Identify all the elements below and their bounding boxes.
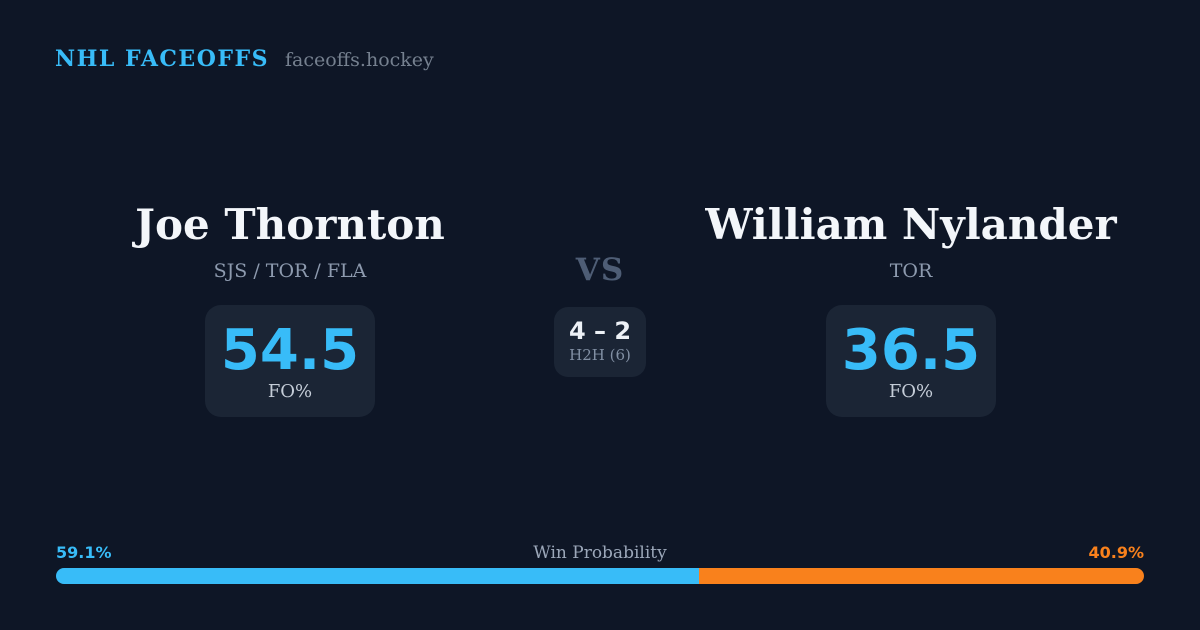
- win-probability-labels: 59.1% 40.9% Win Probability: [56, 542, 1144, 564]
- player-left-teams: SJS / TOR / FLA: [213, 260, 367, 282]
- h2h-label: H2H (6): [569, 346, 631, 364]
- win-probability-right-pct: 40.9%: [1088, 543, 1144, 562]
- brand-domain: faceoffs.hockey: [285, 49, 434, 71]
- win-probability-right-fill: [699, 568, 1144, 584]
- player-right-stat-label: FO%: [888, 381, 934, 402]
- vs-label: VS: [575, 252, 625, 288]
- player-right-stat-card: 36.5 FO%: [826, 305, 996, 417]
- player-left-stat-card: 54.5 FO%: [205, 305, 375, 417]
- player-right-block: William Nylander TOR 36.5 FO%: [701, 203, 1121, 417]
- player-right-teams: TOR: [889, 260, 933, 282]
- brand-title: NHL FACEOFFS: [55, 46, 269, 72]
- brand-header: NHL FACEOFFS faceoffs.hockey: [55, 46, 434, 72]
- h2h-card: 4 – 2 H2H (6): [554, 307, 646, 377]
- player-right-name: William Nylander: [705, 200, 1117, 249]
- player-left-stat-value: 54.5: [220, 318, 360, 383]
- win-probability-bar: [56, 568, 1144, 584]
- player-left-block: Joe Thornton SJS / TOR / FLA 54.5 FO%: [80, 203, 500, 417]
- h2h-score: 4 – 2: [568, 317, 632, 345]
- versus-block: VS 4 – 2 H2H (6): [500, 252, 700, 377]
- win-probability-left-pct: 59.1%: [56, 543, 112, 562]
- player-left-stat-label: FO%: [267, 381, 313, 402]
- win-probability-title: Win Probability: [533, 543, 667, 563]
- player-left-name: Joe Thornton: [135, 200, 445, 249]
- player-right-stat-value: 36.5: [841, 318, 981, 383]
- win-probability-left-fill: [56, 568, 699, 584]
